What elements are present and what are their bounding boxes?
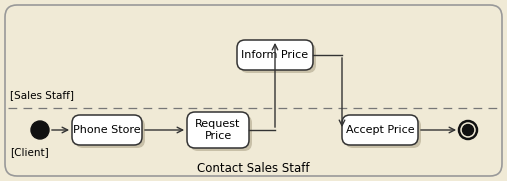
Circle shape: [31, 121, 49, 139]
FancyBboxPatch shape: [75, 118, 145, 148]
Text: Phone Store: Phone Store: [73, 125, 141, 135]
FancyBboxPatch shape: [187, 112, 249, 148]
FancyBboxPatch shape: [5, 5, 502, 176]
Text: Accept Price: Accept Price: [346, 125, 414, 135]
Text: [Sales Staff]: [Sales Staff]: [10, 90, 74, 100]
Text: [Client]: [Client]: [10, 147, 49, 157]
Circle shape: [462, 125, 474, 136]
FancyBboxPatch shape: [345, 118, 421, 148]
FancyBboxPatch shape: [342, 115, 418, 145]
Text: Request
Price: Request Price: [195, 119, 241, 141]
Text: Contact Sales Staff: Contact Sales Staff: [197, 161, 309, 174]
Text: Inform Price: Inform Price: [241, 50, 309, 60]
FancyBboxPatch shape: [240, 43, 316, 73]
FancyBboxPatch shape: [190, 115, 252, 151]
FancyBboxPatch shape: [237, 40, 313, 70]
FancyBboxPatch shape: [72, 115, 142, 145]
